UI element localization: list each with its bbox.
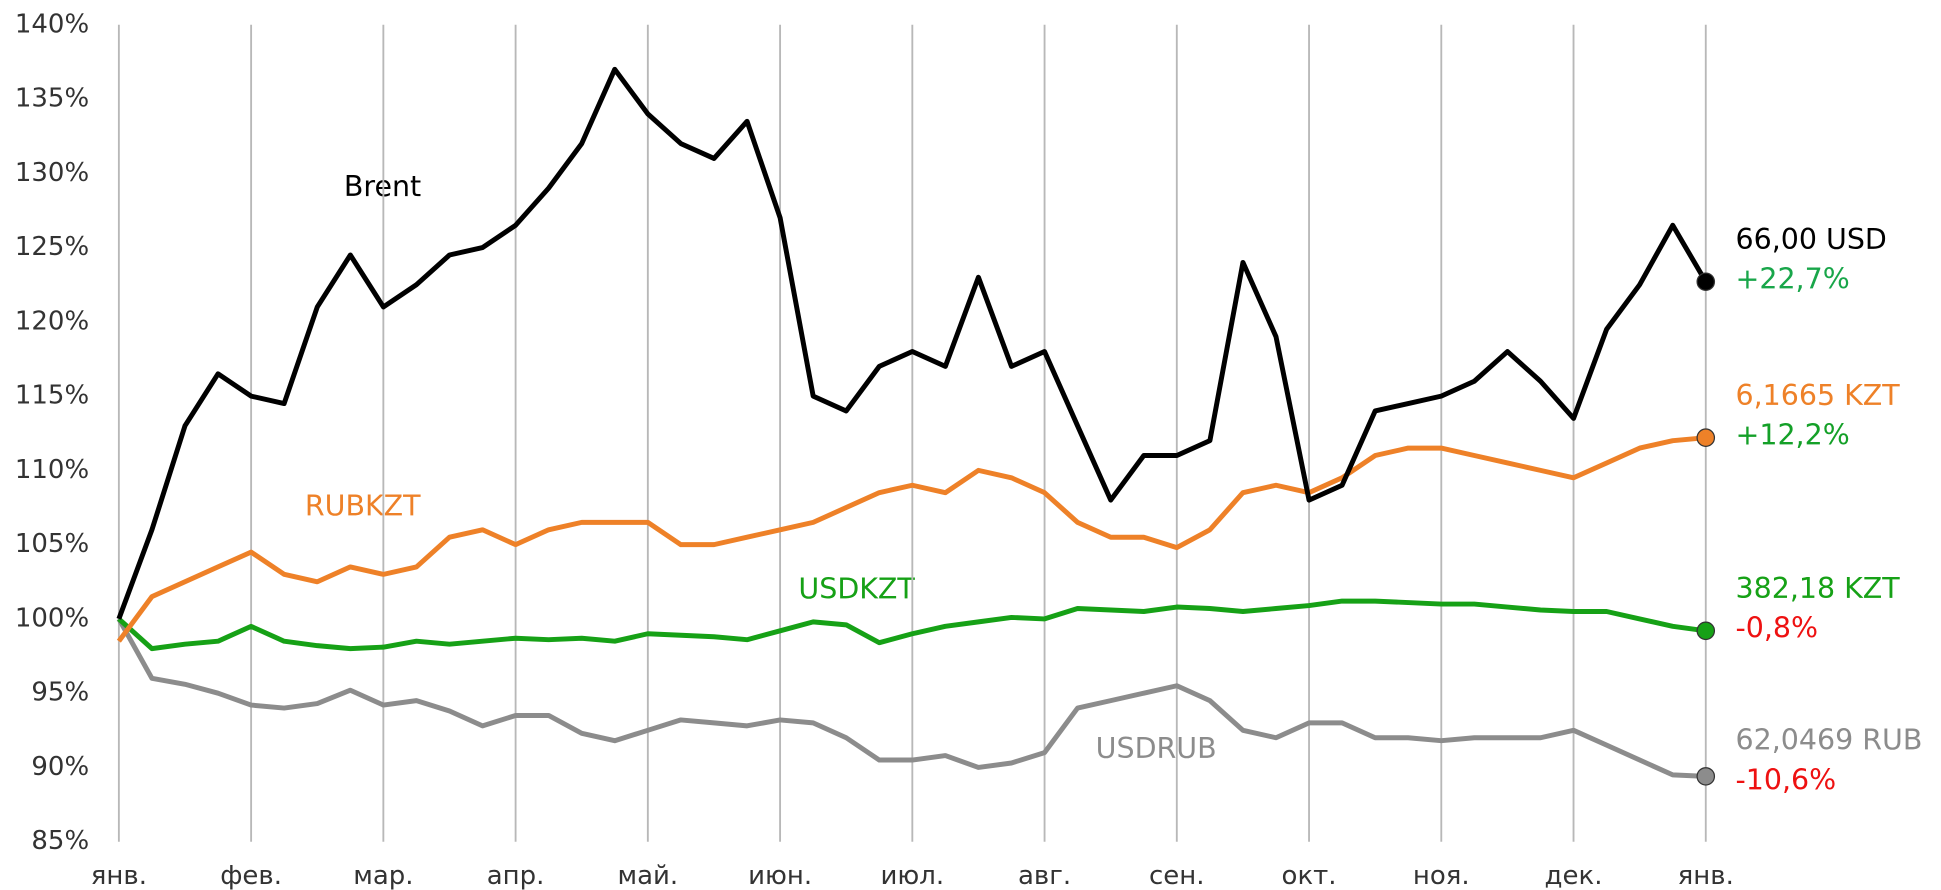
series-line (116, 617, 1706, 779)
y-tick-label: 110% (15, 455, 89, 485)
y-tick-label: 100% (15, 603, 89, 633)
x-tick-label: май. (617, 861, 678, 890)
y-tick-label: 130% (15, 158, 89, 188)
y-tick-label: 90% (31, 752, 89, 782)
y-tick-label: 135% (15, 84, 89, 114)
end-label: 62,0469 RUB (1735, 724, 1922, 757)
y-tick-label: 120% (15, 306, 89, 336)
x-tick-label: янв. (1678, 861, 1734, 890)
x-tick-label: апр. (487, 861, 545, 890)
series-line (116, 435, 1706, 643)
x-tick-label: сен. (1149, 861, 1205, 890)
series-label: USDKZT (798, 572, 915, 605)
change-label: +22,7% (1735, 262, 1849, 295)
series-line (116, 66, 1708, 620)
x-tick-label: фев. (220, 861, 282, 890)
series-label: RUBKZT (305, 490, 421, 523)
series-line (117, 598, 1707, 652)
y-tick-label: 115% (15, 381, 89, 411)
x-tick-label: янв. (91, 861, 147, 890)
end-dot (1696, 767, 1716, 786)
x-tick-label: ноя. (1413, 861, 1470, 890)
change-label: +12,2% (1735, 418, 1849, 451)
end-dot (1696, 272, 1716, 292)
x-tick-label: мар. (353, 861, 413, 890)
x-tick-label: июл. (881, 861, 945, 890)
series-label: USDRUB (1096, 732, 1217, 765)
end-label: 66,00 USD (1735, 223, 1886, 256)
change-label: -0,8% (1735, 612, 1818, 645)
y-tick-label: 140% (15, 9, 89, 39)
y-tick-label: 85% (31, 826, 89, 856)
x-tick-label: июн. (748, 861, 812, 890)
x-tick-label: окт. (1282, 861, 1337, 890)
end-label: 382,18 KZT (1735, 572, 1900, 605)
x-tick-label: дек. (1545, 861, 1603, 890)
y-tick-label: 125% (15, 232, 89, 262)
end-label: 6,1665 KZT (1735, 379, 1900, 412)
y-tick-label: 95% (31, 678, 89, 708)
x-tick-label: авг. (1018, 861, 1071, 890)
y-tick-label: 105% (15, 529, 89, 559)
end-dot (1696, 428, 1716, 447)
end-dot (1696, 621, 1716, 641)
change-label: -10,6% (1735, 763, 1836, 796)
